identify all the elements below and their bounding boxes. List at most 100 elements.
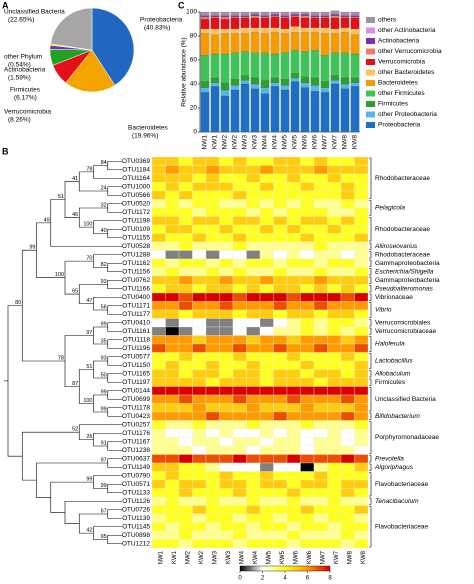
bar-segment [250, 14, 260, 16]
heatmap-cell [178, 190, 193, 200]
heatmap-cell [327, 513, 342, 523]
heatmap-cell [300, 539, 315, 549]
heatmap-cell [313, 462, 328, 472]
heatmap-cell [354, 267, 369, 277]
group-label: Verrucomicrobiaceae [375, 328, 436, 335]
bar-segment [350, 16, 360, 19]
heatmap-cell [259, 343, 274, 353]
heatmap-cell [165, 224, 180, 234]
heatmap-cell [151, 216, 166, 226]
bar-segment [320, 55, 330, 82]
otu-label: OTU1176 [122, 430, 150, 437]
heatmap-cell [273, 156, 288, 166]
heatmap-cell [259, 267, 274, 277]
bar-segment [300, 14, 310, 16]
heatmap-cell [151, 369, 166, 379]
heatmap-cell [165, 190, 180, 200]
pie-value-label: (1.59%) [8, 75, 31, 82]
heatmap-cell [327, 343, 342, 353]
heatmap-cell [232, 309, 247, 319]
column-label: KW7 [334, 550, 340, 564]
heatmap-cell [340, 462, 355, 472]
bar-segment [290, 81, 300, 133]
bar-segment [320, 87, 330, 93]
pie-value-label: (22.65%) [8, 17, 34, 24]
heatmap-cell [354, 394, 369, 404]
heatmap-cell [259, 360, 274, 370]
heatmap-cell [178, 207, 193, 217]
colorbar-tick-label: 0 [238, 576, 242, 582]
heatmap-cell [340, 199, 355, 209]
heatmap-cell [232, 505, 247, 515]
heatmap-cell [259, 428, 274, 438]
heatmap-cell [354, 216, 369, 226]
heatmap-cell [246, 199, 261, 209]
heatmap-cell [246, 224, 261, 234]
heatmap-cell [165, 275, 180, 285]
heatmap-cell [340, 437, 355, 447]
heatmap-cell [219, 445, 234, 455]
bar-segment [280, 85, 290, 91]
heatmap-cell [232, 335, 247, 345]
bar-segment [290, 14, 300, 16]
heatmap-cell [286, 258, 301, 268]
dendrogram-branch [107, 483, 122, 494]
heatmap-cell [273, 309, 288, 319]
heatmap-cell [151, 224, 166, 234]
heatmap-cell [178, 233, 193, 243]
heatmap-cell [259, 326, 274, 336]
heatmap-cell [327, 437, 342, 447]
heatmap-cell [165, 369, 180, 379]
bar-segment [260, 11, 270, 15]
heatmap-cell [340, 394, 355, 404]
heatmap-cell [151, 479, 166, 489]
otu-label: OTU1212 [122, 540, 151, 547]
heatmap-cell [192, 513, 207, 523]
heatmap-cell [192, 267, 207, 277]
heatmap-cell [205, 241, 220, 251]
otu-label: OTU1165 [122, 370, 150, 377]
y-tick-label: 40 [190, 81, 198, 88]
bar-segment [240, 15, 250, 17]
otu-label: OTU1162 [122, 260, 150, 267]
heatmap-cell [327, 394, 342, 404]
bar-segment [250, 27, 260, 33]
heatmap-cell [165, 343, 180, 353]
otu-label: OTU1161 [122, 328, 150, 335]
heatmap-cell [327, 156, 342, 166]
heatmap-cell [286, 522, 301, 532]
heatmap-cell [354, 190, 369, 200]
heatmap-cell [286, 411, 301, 421]
heatmap-cell [354, 496, 369, 506]
heatmap-cell [273, 292, 288, 302]
heatmap-cell [151, 513, 166, 523]
heatmap-cell [192, 165, 207, 175]
heatmap-cell [219, 233, 234, 243]
heatmap-cell [219, 156, 234, 166]
group-bracket [369, 276, 372, 284]
heatmap-cell [259, 522, 274, 532]
heatmap-cell [340, 267, 355, 277]
heatmap-cell [313, 369, 328, 379]
heatmap-cell [205, 530, 220, 540]
heatmap-cell [313, 454, 328, 464]
bar-segment [280, 79, 290, 86]
heatmap-cell [259, 411, 274, 421]
bar-segment [330, 13, 340, 15]
heatmap-cell [246, 318, 261, 328]
heatmap-cell [286, 420, 301, 430]
group-label: Algoriphagus [374, 464, 414, 471]
heatmap-cell [219, 369, 234, 379]
heatmap-cell [354, 275, 369, 285]
bar-segment [200, 55, 210, 82]
heatmap-cell [219, 479, 234, 489]
heatmap-cell [192, 479, 207, 489]
bar-segment [290, 50, 300, 74]
heatmap-cell [165, 182, 180, 192]
heatmap-cell [286, 437, 301, 447]
legend-swatch [366, 48, 375, 55]
heatmap-cell [327, 377, 342, 387]
heatmap-cell [286, 539, 301, 549]
group-bracket [369, 353, 372, 369]
bar-segment [240, 11, 250, 15]
